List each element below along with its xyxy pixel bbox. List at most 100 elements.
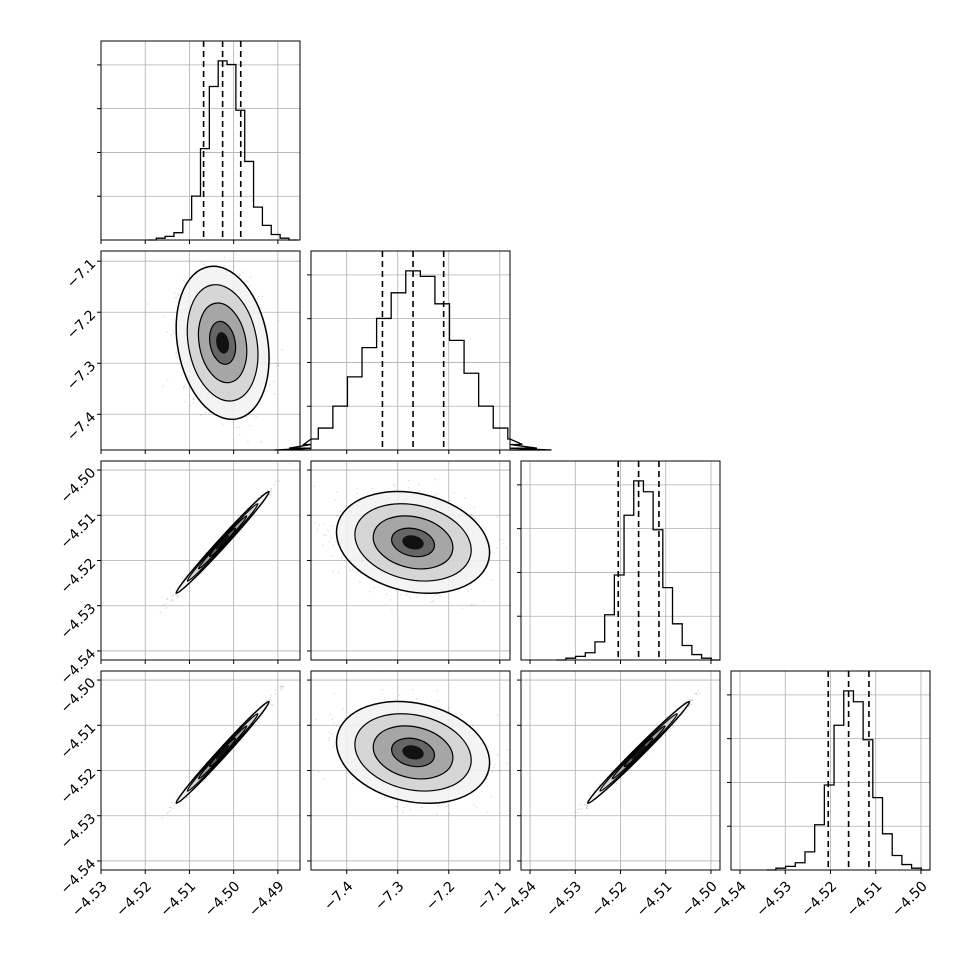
panel-frame [520, 460, 721, 661]
scatter-point [322, 544, 324, 546]
scatter-point [246, 507, 248, 510]
scatter-point [193, 458, 195, 460]
scatter-point [223, 256, 226, 258]
scatter-point [166, 331, 168, 333]
scatter-point [433, 494, 436, 497]
scatter-point [192, 398, 194, 400]
scatter-point [175, 296, 178, 299]
scatter-point [175, 351, 178, 354]
scatter-point [257, 295, 260, 298]
scatter-point [470, 513, 473, 516]
scatter-point [394, 485, 397, 487]
scatter-point [172, 329, 174, 332]
scatter-point [172, 592, 175, 595]
scatter-point [483, 600, 486, 603]
scatter-panel-2-0 [97, 460, 301, 664]
panel-frame [100, 40, 301, 241]
histogram-step [274, 270, 552, 451]
scatter-point [270, 490, 272, 492]
scatter-point [430, 601, 433, 603]
scatter-point [273, 484, 275, 486]
scatter-point [512, 548, 514, 550]
scatter-point [467, 590, 469, 592]
scatter-point [183, 281, 186, 283]
scatter-point [166, 598, 169, 600]
scatter-point [268, 383, 271, 386]
scatter-point [461, 607, 463, 609]
panel-frame [730, 670, 931, 871]
scatter-point [330, 536, 333, 539]
panel-frame [310, 250, 511, 451]
scatter-point [163, 315, 166, 318]
density-peak [216, 332, 230, 354]
scatter-point [171, 598, 174, 601]
scatter-point [393, 484, 395, 486]
scatter-point [407, 479, 410, 482]
scatter-point [176, 594, 179, 597]
scatter-point [367, 492, 369, 494]
scatter-point [221, 424, 224, 427]
scatter-point [273, 393, 276, 395]
scatter-panel-1-0 [97, 250, 301, 460]
scatter-point [385, 593, 388, 596]
scatter-point [436, 493, 438, 496]
scatter-point [470, 603, 473, 606]
density-peak [215, 535, 230, 550]
scatter-point [189, 394, 191, 397]
scatter-point [238, 275, 241, 277]
panel-frame [100, 460, 301, 661]
panel-content [146, 256, 283, 460]
scatter-point [236, 426, 239, 429]
scatter-point [177, 596, 180, 598]
scatter-point [399, 593, 402, 596]
scatter-point [270, 494, 272, 496]
scatter-point [268, 493, 271, 496]
scatter-point [248, 424, 251, 427]
scatter-point [474, 517, 477, 520]
scatter-point [322, 523, 325, 525]
scatter-point [434, 594, 437, 596]
scatter-point [277, 320, 280, 322]
scatter-point [275, 480, 277, 483]
scatter-point [505, 546, 508, 549]
scatter-point [249, 276, 252, 279]
scatter-point [318, 524, 320, 526]
scatter-point [335, 491, 338, 493]
scatter-point [170, 595, 173, 597]
scatter-point [477, 520, 480, 523]
scatter-point [464, 497, 466, 499]
scatter-point [343, 559, 346, 562]
scatter-point [177, 293, 179, 295]
scatter-point [341, 557, 343, 559]
scatter-point [174, 296, 177, 299]
scatter-point [337, 571, 340, 574]
scatter-point [335, 541, 337, 544]
scatter-point [270, 491, 272, 493]
scatter-point [192, 398, 195, 400]
scatter-point [252, 517, 255, 519]
scatter-point [240, 529, 243, 532]
scatter-point [170, 599, 173, 602]
scatter-point [469, 584, 472, 586]
scatter-point [175, 589, 177, 591]
scatter-point [171, 600, 174, 602]
scatter-point [200, 414, 202, 416]
scatter-point [179, 288, 181, 291]
scatter-point [183, 400, 186, 403]
scatter-point [183, 387, 185, 389]
scatter-point [267, 489, 269, 492]
scatter-point [247, 440, 249, 443]
scatter-point [212, 455, 214, 457]
scatter-panel-2-1 [307, 460, 514, 664]
scatter-point [273, 380, 275, 383]
scatter-point [270, 488, 273, 490]
scatter-point [289, 462, 291, 465]
scatter-point [182, 279, 185, 282]
scatter-point [255, 416, 257, 418]
scatter-point [176, 356, 178, 358]
histogram-step [556, 480, 720, 661]
scatter-point [175, 594, 177, 597]
scatter-point [260, 441, 262, 443]
scatter-point [490, 578, 493, 581]
